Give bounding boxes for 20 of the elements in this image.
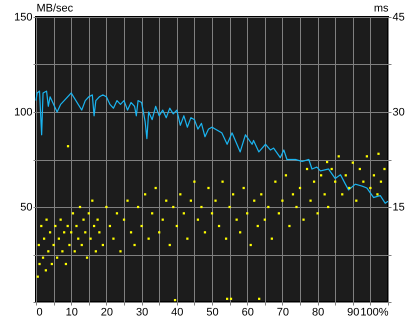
x-tick-label: 70 — [276, 306, 290, 318]
y2-tick-label: 15 — [392, 202, 405, 214]
x-tick-label: 100% — [360, 306, 389, 318]
y-axis-title: MB/sec — [36, 2, 74, 14]
x-tick-label: 10 — [66, 306, 78, 318]
x-tick-label: 60 — [242, 306, 254, 318]
x-tick-label: 20 — [100, 306, 114, 318]
line-series — [35, 90, 389, 204]
x-tick-label: 0 — [36, 306, 43, 318]
y-tick-label: 50 — [20, 202, 32, 214]
y2-axis-title: ms — [374, 2, 389, 14]
y-tick-label: 150 — [14, 12, 32, 24]
x-tick-label: 80 — [312, 306, 324, 318]
x-tick-label: 50 — [206, 306, 219, 318]
x-tick-label: 30 — [136, 306, 148, 318]
x-tick-label: 90 — [347, 306, 360, 318]
y-tick-label: 100 — [14, 106, 32, 118]
x-tick-label: 40 — [171, 306, 184, 318]
y2-tick-label: 30 — [392, 106, 405, 118]
y2-tick-label: 45 — [392, 12, 405, 24]
